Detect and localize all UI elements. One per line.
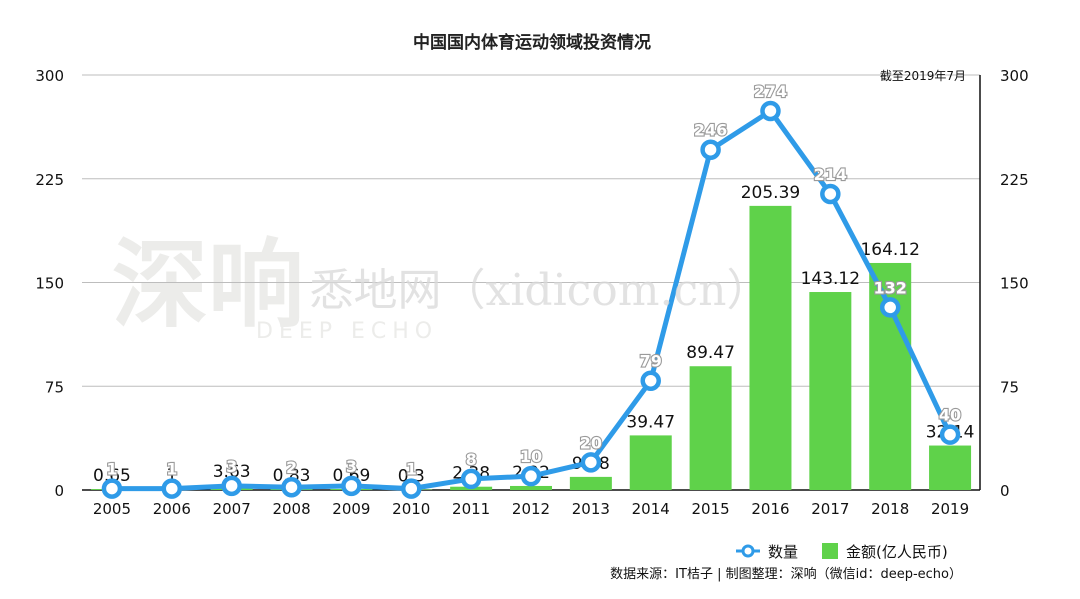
x-tick-label: 2012: [512, 500, 550, 518]
bar: [809, 292, 852, 490]
legend-item-amount: 金额(亿人民币): [822, 543, 948, 561]
line-point: [221, 475, 242, 497]
line-point: [401, 478, 422, 499]
legend-label-amount: 金额(亿人民币): [846, 543, 948, 561]
y-tick-left: 150: [35, 275, 64, 293]
x-tick-label: 2010: [392, 500, 430, 518]
legend-marker-icon: [741, 544, 755, 558]
bar-value-label: 1: [166, 466, 177, 486]
bar: [749, 205, 792, 490]
x-tick-label: 2019: [931, 500, 969, 518]
watermark-overlay-text: 悉地网（xidicom.cn）: [310, 265, 771, 316]
x-axis-ticks: 2005 2006 2007 2008 2009 2010 2011 2012 2013 2014…: [93, 500, 969, 518]
bar-value-label: 3.63: [213, 462, 251, 482]
line-value-label: 10: [520, 447, 542, 466]
y-axis-left-ticks: 0 75 150 225 300: [35, 67, 64, 500]
bar-value-label: 89.47: [686, 343, 735, 363]
line-value-label: 3: [226, 457, 237, 476]
bar: [510, 485, 552, 490]
line-value-label: 246: [694, 121, 727, 140]
bar: [629, 435, 672, 490]
line-point: [640, 370, 661, 391]
line-value-label: 3: [346, 457, 357, 476]
line-point: [460, 468, 482, 490]
bar-value-label: 164.12: [860, 240, 919, 260]
line-point: [820, 183, 841, 205]
source-text: 数据来源：IT桔子 | 制图整理：深响（微信id：deep-echo）: [610, 566, 962, 582]
bar: [689, 366, 732, 490]
line-value-label: 1: [166, 460, 177, 479]
x-tick-label: 2008: [272, 500, 310, 518]
bar-value-label: 39.47: [626, 412, 675, 432]
bar-value-label: 143.12: [801, 269, 860, 289]
x-tick-label: 2018: [871, 500, 909, 518]
line-value-label: 79: [640, 352, 662, 371]
y-tick-right: 300: [1000, 67, 1029, 85]
legend-label-count: 数量: [768, 543, 798, 561]
y-axis-right-ticks: 0 75 150 225 300: [1000, 67, 1029, 500]
y-tick-right: 150: [1000, 275, 1029, 293]
line-value-label: 132: [873, 278, 906, 297]
line-point: [161, 478, 183, 499]
y-tick-left: 225: [35, 171, 64, 189]
line-value-label: 40: [939, 406, 961, 425]
line-value-label: 1: [406, 460, 417, 479]
y-tick-right: 75: [1000, 378, 1019, 396]
line-point: [101, 478, 123, 499]
line-point: [879, 297, 901, 318]
x-tick-label: 2016: [751, 500, 789, 518]
line-point: [341, 475, 362, 497]
y-tick-right: 225: [1000, 171, 1029, 189]
x-tick-label: 2017: [811, 500, 849, 518]
line-value-label: 2: [286, 458, 297, 477]
line-point: [580, 452, 602, 473]
x-tick-label: 2013: [572, 500, 610, 518]
line-value-label: 1: [106, 460, 117, 479]
line-value-label: 8: [466, 450, 477, 469]
date-note: 截至2019年7月: [880, 69, 966, 83]
legend: 数量 金额(亿人民币): [736, 543, 948, 561]
bar-value-label: 0.83: [273, 466, 311, 486]
x-tick-label: 2011: [452, 500, 490, 518]
y-tick-right: 0: [1000, 482, 1010, 500]
y-tick-left: 300: [35, 67, 64, 85]
watermark-logo: 深响 DEEP ECHO: [112, 229, 438, 344]
line-value-label: 274: [754, 82, 787, 101]
x-tick-label: 2009: [332, 500, 370, 518]
bar-value-label: 0.65: [93, 466, 131, 486]
x-tick-label: 2007: [213, 500, 251, 518]
bar-value-label: 205.39: [741, 183, 800, 203]
y-tick-left: 75: [45, 378, 64, 396]
y-tick-left: 0: [54, 482, 64, 500]
legend-item-count: 数量: [736, 543, 798, 561]
chart-title: 中国国内体育运动领域投资情况: [413, 32, 651, 53]
x-tick-label: 2014: [632, 500, 670, 518]
bar: [929, 445, 972, 490]
line-point: [939, 424, 961, 445]
x-tick-label: 2005: [93, 500, 131, 518]
x-tick-label: 2015: [692, 500, 730, 518]
watermark-logo-text: 深响: [112, 229, 304, 341]
line-point: [281, 476, 302, 498]
x-tick-label: 2006: [153, 500, 191, 518]
line-value-label: 20: [580, 433, 602, 452]
line-point: [760, 100, 781, 122]
line-series: [101, 100, 961, 499]
line-point: [700, 139, 721, 160]
bar: [569, 476, 612, 490]
line-point: [520, 465, 542, 487]
legend-bar-swatch: [822, 543, 838, 559]
line-value-label: 214: [814, 165, 847, 184]
watermark-logo-sub: DEEP ECHO: [256, 319, 438, 344]
